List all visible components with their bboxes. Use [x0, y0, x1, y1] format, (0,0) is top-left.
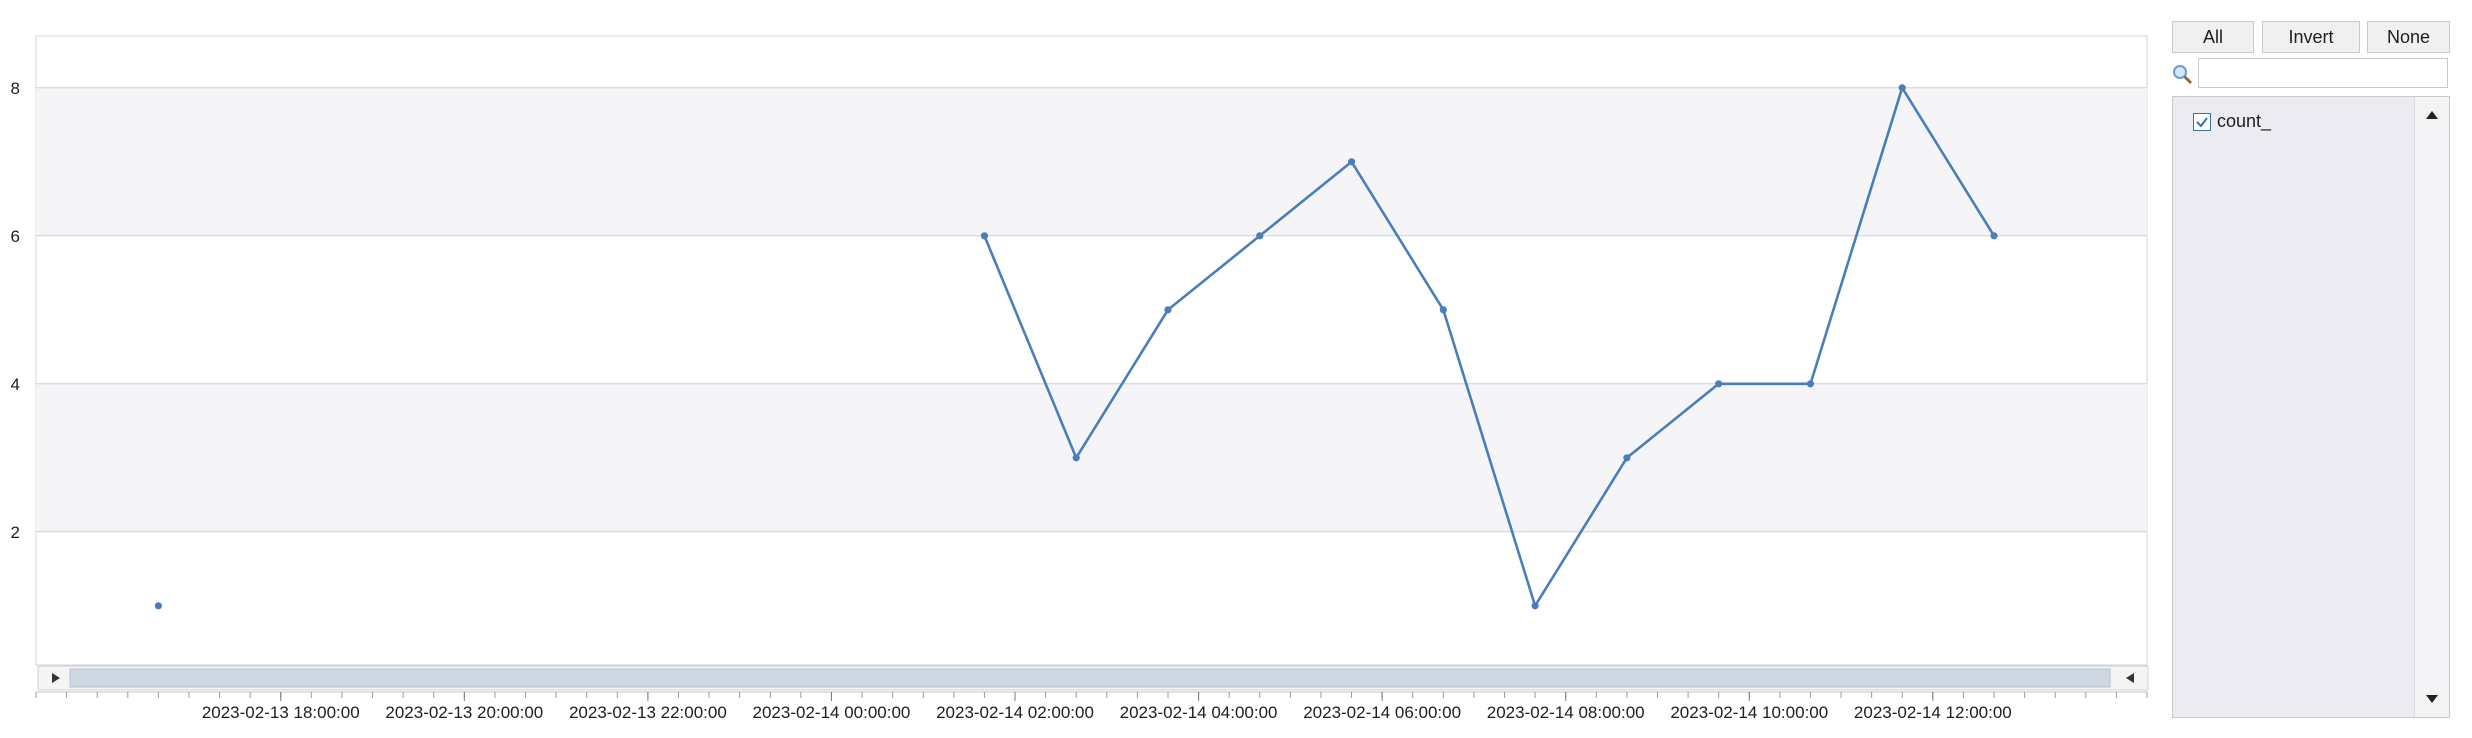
data-point [1898, 84, 1906, 92]
data-point [154, 602, 162, 610]
scroll-right-icon[interactable] [2126, 673, 2134, 683]
y-tick-label: 4 [11, 375, 20, 394]
select-all-button[interactable]: All [2172, 21, 2254, 53]
data-point [1806, 380, 1815, 388]
legend-panel: count_ [2172, 96, 2450, 718]
chart: 2 4 6 8 2023-02-13 18:00:00 2023-02-13 20:00… [11, 35, 2149, 722]
data-point [1072, 454, 1080, 462]
scroll-up-icon[interactable] [2415, 103, 2449, 127]
search-input[interactable] [2198, 58, 2448, 88]
legend-item-count[interactable]: count_ [2193, 111, 2271, 132]
legend-scrollbar[interactable] [2414, 97, 2449, 717]
y-axis: 2 4 6 8 [11, 79, 20, 542]
data-point [1623, 454, 1631, 462]
x-tick-label: 2023-02-14 08:00:00 [1487, 703, 1645, 722]
x-tick-label: 2023-02-14 06:00:00 [1303, 703, 1461, 722]
x-tick-label: 2023-02-14 10:00:00 [1670, 703, 1828, 722]
y-tick-label: 2 [11, 523, 20, 542]
series-checkbox[interactable] [2193, 112, 2211, 131]
grid-band [36, 383, 2147, 532]
x-tick-label: 2023-02-14 02:00:00 [936, 703, 1094, 722]
scroll-down-icon[interactable] [2415, 687, 2449, 711]
x-tick-label: 2023-02-14 12:00:00 [1854, 703, 2012, 722]
y-tick-label: 8 [11, 79, 20, 98]
y-tick-label: 6 [11, 227, 20, 246]
check-icon [2196, 116, 2208, 128]
horizontal-scrollbar[interactable] [37, 665, 2149, 691]
data-point [1164, 306, 1172, 314]
plot-area [35, 35, 2148, 666]
x-tick-label: 2023-02-14 04:00:00 [1120, 703, 1278, 722]
series-line [983, 86, 1996, 608]
grid-band [36, 87, 2147, 236]
legend-search [2170, 58, 2450, 90]
x-tick-label: 2023-02-13 18:00:00 [202, 703, 360, 722]
select-none-button[interactable]: None [2367, 21, 2450, 53]
x-tick-label: 2023-02-13 20:00:00 [385, 703, 543, 722]
data-point [1531, 602, 1539, 610]
scrollbar-thumb[interactable] [69, 668, 2111, 688]
data-point [1990, 232, 1998, 240]
legend-item-label: count_ [2217, 111, 2272, 131]
data-point [1347, 158, 1356, 166]
data-point [1256, 232, 1264, 240]
data-point [980, 232, 989, 240]
invert-button[interactable]: Invert [2262, 21, 2360, 53]
data-point [1439, 306, 1447, 314]
series-layer [154, 84, 1998, 610]
x-tick-label: 2023-02-14 00:00:00 [753, 703, 911, 722]
scroll-left-icon[interactable] [52, 673, 60, 683]
x-tick-label: 2023-02-13 22:00:00 [569, 703, 727, 722]
data-point [1715, 380, 1723, 388]
search-icon [2173, 65, 2193, 85]
x-axis: 2023-02-13 18:00:00 2023-02-13 20:00:00 20… [35, 691, 2148, 722]
